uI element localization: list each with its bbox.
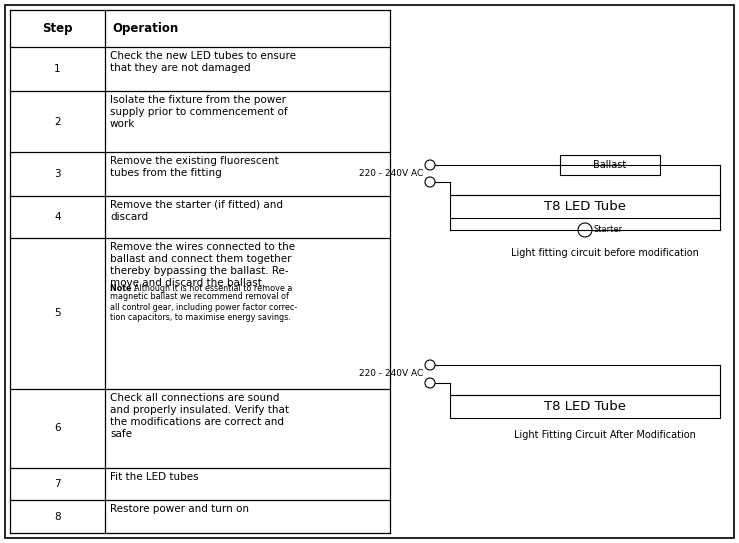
Text: 4: 4 xyxy=(54,212,61,222)
Text: 220 - 240V AC: 220 - 240V AC xyxy=(358,169,423,178)
Text: T8 LED Tube: T8 LED Tube xyxy=(544,200,626,213)
Text: 8: 8 xyxy=(54,512,61,522)
Text: 7: 7 xyxy=(54,479,61,489)
Text: Fit the LED tubes: Fit the LED tubes xyxy=(110,472,199,482)
Text: Starter: Starter xyxy=(594,225,623,235)
Text: Light Fitting Circuit After Modification: Light Fitting Circuit After Modification xyxy=(514,430,696,440)
Text: Check all connections are sound
and properly insulated. Verify that
the modifica: Check all connections are sound and prop… xyxy=(110,393,289,439)
Bar xyxy=(450,395,720,418)
Text: Ballast: Ballast xyxy=(593,160,627,170)
Text: 5: 5 xyxy=(54,308,61,318)
Text: Remove the wires connected to the
ballast and connect them together
thereby bypa: Remove the wires connected to the ballas… xyxy=(110,242,295,288)
Text: 3: 3 xyxy=(54,169,61,179)
Text: Note :: Note : xyxy=(110,284,137,293)
Text: Remove the existing fluorescent
tubes from the fitting: Remove the existing fluorescent tubes fr… xyxy=(110,156,279,178)
Text: 6: 6 xyxy=(54,424,61,433)
Text: Restore power and turn on: Restore power and turn on xyxy=(110,504,249,514)
Text: Operation: Operation xyxy=(112,22,178,35)
Text: 2: 2 xyxy=(54,117,61,127)
Text: Check the new LED tubes to ensure
that they are not damaged: Check the new LED tubes to ensure that t… xyxy=(110,51,296,73)
Text: 220 - 240V AC: 220 - 240V AC xyxy=(358,369,423,378)
Text: 1: 1 xyxy=(54,64,61,74)
Text: T8 LED Tube: T8 LED Tube xyxy=(544,400,626,413)
Text: Light fitting circuit before modification: Light fitting circuit before modificatio… xyxy=(511,248,699,258)
Bar xyxy=(450,195,720,218)
Text: Remove the starter (if fitted) and
discard: Remove the starter (if fitted) and disca… xyxy=(110,200,283,222)
Text: magnetic ballast we recommend removal of
all control gear, including power facto: magnetic ballast we recommend removal of… xyxy=(110,292,297,323)
Text: Although it is not essential to remove a: Although it is not essential to remove a xyxy=(134,284,293,293)
Bar xyxy=(560,155,660,175)
Text: Step: Step xyxy=(42,22,72,35)
Text: Isolate the fixture from the power
supply prior to commencement of
work: Isolate the fixture from the power suppl… xyxy=(110,96,287,129)
